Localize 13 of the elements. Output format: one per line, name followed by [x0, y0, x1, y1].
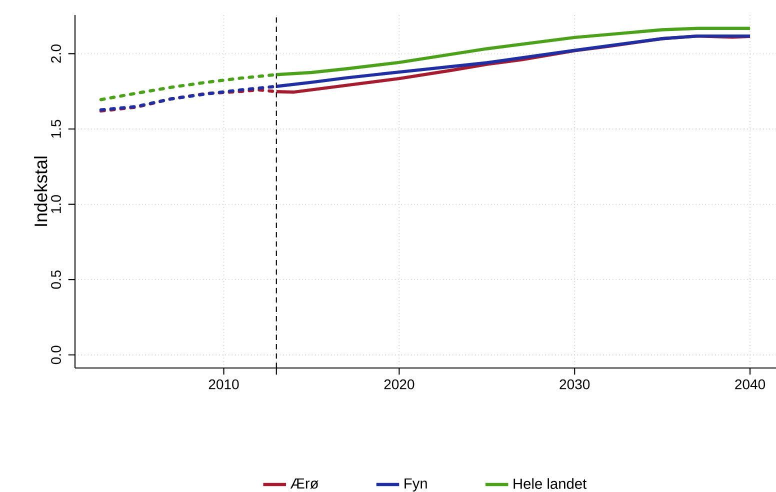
y-tick-label: 1.5: [51, 120, 61, 138]
legend-label: Hele landet: [514, 478, 587, 489]
x-tick-label: 2010: [208, 379, 239, 390]
legend-label: Ærø: [290, 478, 318, 489]
y-tick-label: 2.0: [51, 44, 61, 63]
y-tick-label: 1.0: [51, 195, 61, 213]
y-axis-title: Indekstal: [34, 156, 48, 226]
legend-label: Fyn: [404, 478, 427, 492]
x-tick-label: 2020: [384, 379, 414, 390]
y-tick-label: 0.0: [51, 346, 61, 364]
x-tick-label: 2040: [735, 379, 766, 390]
y-tick-label: 0.5: [51, 270, 61, 289]
x-tick-label: 2030: [560, 379, 590, 390]
